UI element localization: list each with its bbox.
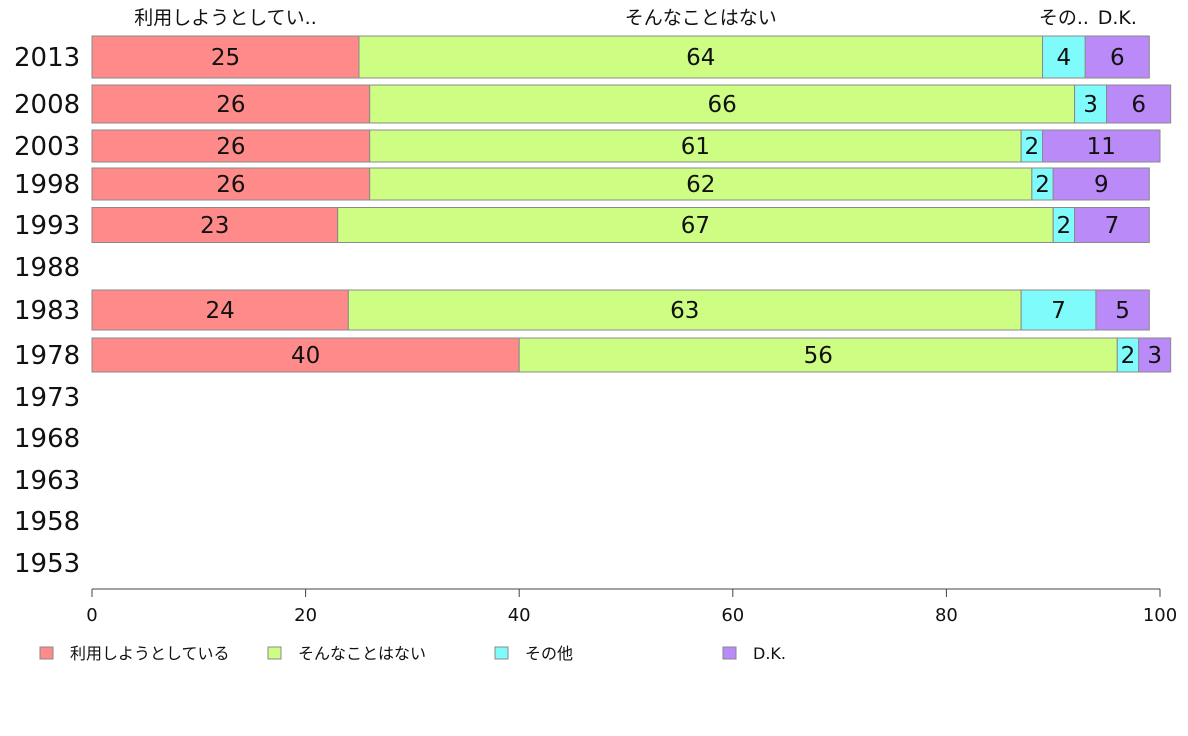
bar-2013-series-3 (1084, 35, 1150, 79)
x-tick-label-40: 40 (508, 605, 531, 626)
data-label-2013-series-3: 6 (1110, 45, 1125, 71)
column-header-series-2: その.. (1039, 7, 1089, 29)
data-label-1978-series-1: 56 (804, 343, 833, 369)
data-label-1993-series-2: 2 (1057, 213, 1072, 239)
bar-2013-series-0 (91, 35, 360, 79)
bar-1998-series-0 (91, 167, 371, 201)
year-label-2013: 2013 (14, 43, 80, 73)
year-label-1998: 1998 (14, 170, 80, 200)
bar-1998-series-3 (1052, 167, 1150, 201)
x-tick-label-80: 80 (935, 605, 958, 626)
x-tick-label-100: 100 (1143, 605, 1177, 626)
year-label-1953: 1953 (14, 549, 80, 579)
data-label-1983-series-1: 63 (670, 298, 699, 324)
legend-swatch-series-2 (494, 646, 509, 660)
bar-1998-series-1 (369, 167, 1033, 201)
data-label-1998-series-0: 26 (216, 172, 245, 198)
legend-label-series-2: その他 (525, 644, 573, 663)
data-label-2013-series-0: 25 (211, 45, 240, 71)
year-label-2008: 2008 (14, 90, 80, 120)
column-header-series-3: D.K. (1098, 7, 1137, 29)
year-label-1983: 1983 (14, 296, 80, 326)
data-label-1998-series-3: 9 (1094, 172, 1109, 198)
legend-label-series-3: D.K. (753, 644, 786, 663)
data-label-1998-series-1: 62 (686, 172, 715, 198)
year-labels: 2013 2008 2003 1998 1993 1988 1983 1978 1973 1968… (14, 43, 80, 579)
x-tick-label-20: 20 (294, 605, 317, 626)
column-header-series-0: 利用しようとしてい.. (134, 7, 317, 29)
year-label-1968: 1968 (14, 424, 80, 454)
data-label-2003-series-3: 11 (1087, 134, 1116, 160)
legend-swatch-series-1 (267, 646, 282, 660)
column-headers: 利用しようとしてい.. そんなことはない その.. D.K. (134, 7, 1137, 29)
legend: 利用しようとしている そんなことはない その他 D.K. (39, 644, 786, 663)
year-label-1973: 1973 (14, 383, 80, 413)
bar-1978-series-1 (518, 337, 1118, 373)
year-label-1963: 1963 (14, 466, 80, 496)
year-label-1958: 1958 (14, 507, 80, 537)
data-label-2003-series-0: 26 (216, 134, 245, 160)
bar-2003-series-1 (369, 129, 1022, 163)
bar-2008-series-1 (369, 84, 1076, 124)
x-tick-label-0: 0 (86, 605, 97, 626)
bar-2008-series-2 (1074, 84, 1108, 124)
data-label-2008-series-0: 26 (216, 92, 245, 118)
data-label-2008-series-1: 66 (707, 92, 736, 118)
data-label-1983-series-2: 7 (1051, 298, 1066, 324)
data-label-1978-series-0: 40 (291, 343, 320, 369)
bar-2008-series-3 (1106, 84, 1172, 124)
legend-label-series-0: 利用しようとしている (70, 644, 230, 663)
year-label-1978: 1978 (14, 341, 80, 371)
data-label-1993-series-1: 67 (681, 213, 710, 239)
data-label-1993-series-0: 23 (200, 213, 229, 239)
legend-swatch-series-0 (39, 646, 54, 660)
data-label-2003-series-1: 61 (681, 134, 710, 160)
data-label-2013-series-1: 64 (686, 45, 715, 71)
data-label-1983-series-0: 24 (206, 298, 235, 324)
data-label-1978-series-2: 2 (1121, 343, 1136, 369)
year-label-2003: 2003 (14, 132, 80, 162)
year-label-1993: 1993 (14, 211, 80, 241)
legend-swatch-series-3 (722, 646, 737, 660)
x-tick-label-60: 60 (721, 605, 744, 626)
data-label-2003-series-2: 2 (1025, 134, 1040, 160)
data-label-2013-series-2: 4 (1057, 45, 1072, 71)
bar-1993-series-3 (1074, 207, 1150, 243)
bar-1983-series-1 (347, 289, 1022, 331)
data-label-2008-series-2: 3 (1083, 92, 1098, 118)
column-header-series-1: そんなことはない (625, 7, 777, 29)
bar-2013-series-1 (358, 35, 1044, 79)
legend-label-series-1: そんなことはない (298, 644, 426, 663)
bar-1978-series-0 (91, 337, 520, 373)
bar-2003-series-0 (91, 129, 371, 163)
x-axis: 0 20 40 60 80 100 (86, 588, 1177, 626)
bar-2008-series-0 (91, 84, 371, 124)
bar-1983-series-3 (1095, 289, 1150, 331)
year-label-1988: 1988 (14, 253, 80, 283)
data-label-1998-series-2: 2 (1035, 172, 1050, 198)
bar-2003-series-3 (1042, 129, 1161, 163)
bar-2013-series-2 (1042, 35, 1086, 79)
bar-1983-series-0 (91, 289, 349, 331)
bar-1978-series-3 (1138, 337, 1172, 373)
data-label-1983-series-3: 5 (1115, 298, 1130, 324)
data-label-2008-series-3: 6 (1131, 92, 1146, 118)
data-label-1993-series-3: 7 (1105, 213, 1120, 239)
data-label-1978-series-3: 3 (1147, 343, 1162, 369)
